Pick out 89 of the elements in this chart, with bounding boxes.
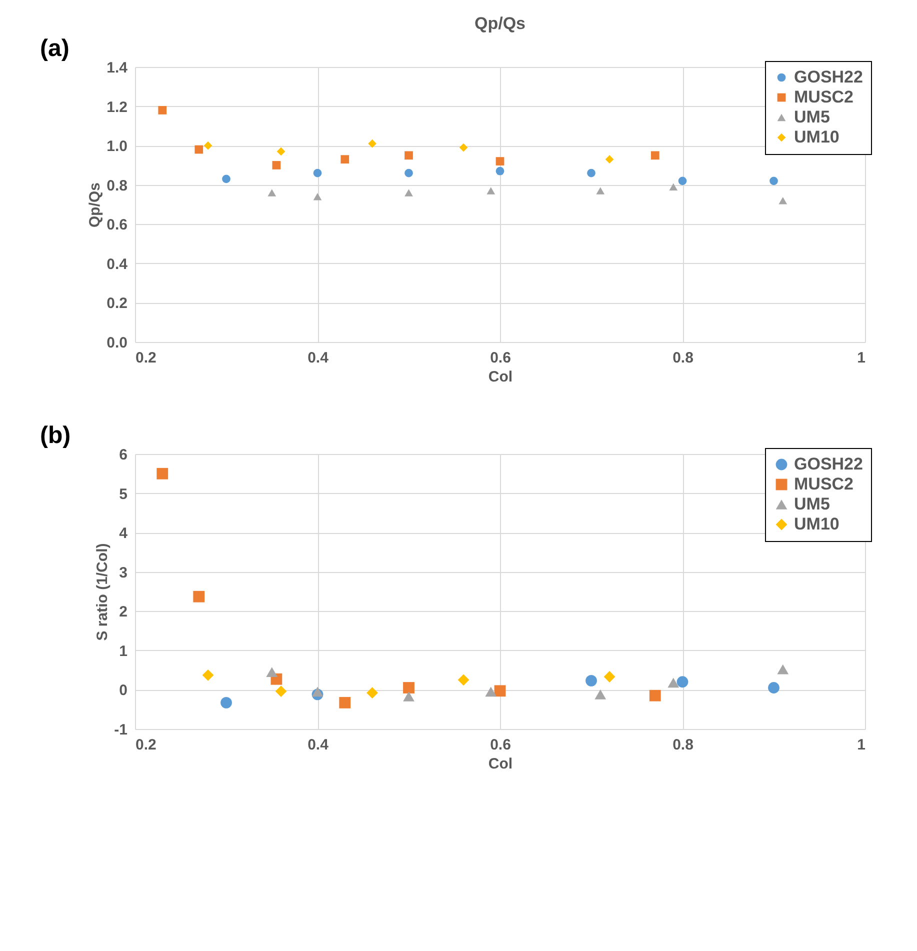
x-tick-label: 0.8 <box>672 350 694 366</box>
x-tick-label: 0.6 <box>490 350 511 366</box>
y-tick-label: 0.2 <box>106 295 128 312</box>
text: (b) <box>40 422 71 449</box>
point <box>404 151 413 160</box>
point <box>770 176 778 186</box>
point <box>272 161 281 170</box>
y-axis-title: Qp/Qs <box>86 182 104 228</box>
x-tick-label: 1 <box>857 736 866 754</box>
point <box>486 187 496 194</box>
point <box>768 682 780 694</box>
legend-label: MUSC2 <box>794 88 854 106</box>
point <box>275 686 287 697</box>
y-tick-label: 4 <box>119 525 128 542</box>
y-tick-label: 0.8 <box>106 177 128 194</box>
legend-label: UM5 <box>794 494 830 514</box>
y-tick-label: 0.4 <box>106 256 128 273</box>
point <box>586 674 597 686</box>
y-tick-label: 0.0 <box>106 334 128 352</box>
y-tick-label: 0.6 <box>106 216 128 234</box>
point <box>777 664 789 674</box>
y-tick-label: 1 <box>119 642 128 660</box>
y-tick-label: 1.0 <box>106 138 128 156</box>
y-tick-label: -1 <box>114 722 128 738</box>
point <box>669 183 678 190</box>
y-axis-title: S ratio (1/Col) <box>94 543 112 641</box>
chart-title: Qp/Qs <box>474 14 526 33</box>
point <box>404 168 413 178</box>
point <box>605 155 614 164</box>
point <box>403 682 414 694</box>
point <box>313 168 322 178</box>
x-tick-label: 0.4 <box>308 736 330 754</box>
x-tick-label: 0.8 <box>672 736 694 754</box>
y-tick-label: 3 <box>119 564 128 582</box>
point <box>650 151 660 160</box>
y-tick-label: 6 <box>119 446 128 464</box>
point <box>204 141 212 150</box>
point <box>596 187 605 194</box>
legend-label: MUSC2 <box>794 474 854 494</box>
point <box>158 106 167 114</box>
legend-label: UM10 <box>794 514 840 534</box>
x-axis-title: Col <box>488 756 513 772</box>
point <box>202 669 214 681</box>
point <box>266 667 278 677</box>
y-tick-label: 0 <box>119 682 128 700</box>
point <box>587 168 596 178</box>
point <box>404 189 413 196</box>
point <box>312 686 324 697</box>
point <box>156 468 168 480</box>
point <box>276 147 286 156</box>
point <box>668 678 680 688</box>
point <box>485 686 497 697</box>
y-tick-label: 1.2 <box>106 98 128 116</box>
point <box>459 143 468 152</box>
point <box>604 671 616 682</box>
y-tick-label: 2 <box>119 604 128 621</box>
legend-label: UM5 <box>794 108 830 126</box>
x-tick-label: 0.2 <box>136 736 156 754</box>
point <box>494 685 506 697</box>
point <box>676 676 688 688</box>
point <box>220 696 232 708</box>
text: (a) <box>40 35 70 62</box>
x-tick-label: 0.2 <box>136 350 156 366</box>
x-tick-label: 0.6 <box>490 736 511 754</box>
point <box>458 674 470 686</box>
point <box>268 189 276 196</box>
point <box>649 690 661 702</box>
point <box>594 689 606 700</box>
x-axis-title: Col <box>488 368 513 386</box>
point <box>778 196 788 204</box>
x-tick-label: 1 <box>857 350 866 366</box>
legend-label: GOSH22 <box>794 454 863 474</box>
point <box>193 590 205 602</box>
y-tick-label: 5 <box>119 486 128 503</box>
point <box>194 145 204 154</box>
legend-label: GOSH22 <box>794 68 863 86</box>
point <box>368 139 376 148</box>
y-tick-label: 1.4 <box>106 60 128 76</box>
x-tick-label: 0.4 <box>308 350 330 366</box>
point <box>366 687 378 699</box>
point <box>496 166 504 176</box>
legend-label: UM10 <box>794 128 840 146</box>
point <box>340 155 350 164</box>
point <box>403 691 414 702</box>
point <box>222 174 230 184</box>
point <box>678 176 687 186</box>
point <box>339 696 351 708</box>
point <box>496 157 504 166</box>
point <box>313 193 322 200</box>
